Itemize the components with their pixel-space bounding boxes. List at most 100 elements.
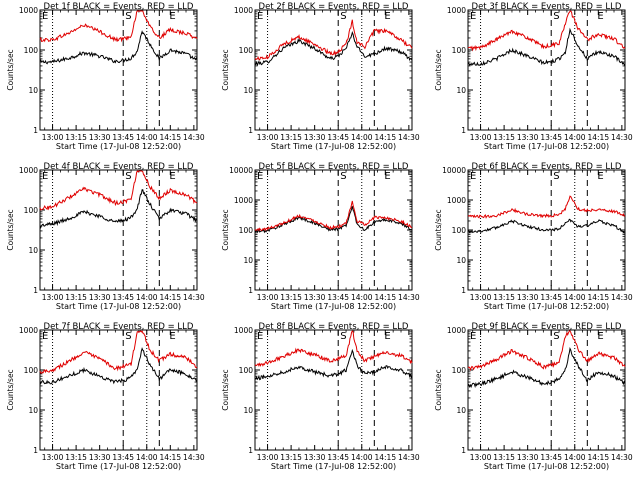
plot-frame xyxy=(39,329,198,451)
x-tick-label: 14:00 xyxy=(351,453,373,462)
marker-e-right: E xyxy=(169,331,175,342)
x-tick-label: 14:15 xyxy=(587,133,609,142)
panel-title: Det 4f BLACK = Events, RED = LLD xyxy=(44,162,194,172)
series-lld-line xyxy=(254,19,413,61)
plot-frame xyxy=(467,329,626,451)
marker-s: S xyxy=(125,331,131,342)
x-tick-label: 13:15 xyxy=(65,453,87,462)
x-tick-label: 13:15 xyxy=(65,293,87,302)
x-tick-label: 14:00 xyxy=(136,453,158,462)
series-lld-line xyxy=(467,330,626,372)
x-tick-label: 13:30 xyxy=(304,293,326,302)
x-tick-label: 13:00 xyxy=(42,293,64,302)
y-tick-label: 1000 xyxy=(234,326,253,335)
x-tick-label: 14:00 xyxy=(351,293,373,302)
panel-title: Det 9f BLACK = Events, RED = LLD xyxy=(472,322,622,332)
x-tick-label: 14:15 xyxy=(587,453,609,462)
y-tick-label: 1 xyxy=(461,286,466,295)
marker-e-right: E xyxy=(597,11,603,22)
x-tick-label: 14:30 xyxy=(183,293,205,302)
x-tick-label: 13:00 xyxy=(42,133,64,142)
y-axis-label: Counts/sec xyxy=(221,209,230,250)
y-axis-label: Counts/sec xyxy=(434,369,443,410)
series-lld-line xyxy=(39,10,198,43)
x-tick-label: 13:30 xyxy=(517,293,539,302)
y-axis-label: Counts/sec xyxy=(6,209,15,250)
x-axis-label: Start Time (17-Jul-08 12:52:00) xyxy=(484,302,609,311)
x-axis-label: Start Time (17-Jul-08 12:52:00) xyxy=(56,142,181,151)
x-axis-label: Start Time (17-Jul-08 12:52:00) xyxy=(271,462,396,471)
y-tick-label: 1000 xyxy=(447,326,466,335)
series-events-line xyxy=(39,347,198,385)
x-tick-label: 13:00 xyxy=(470,293,492,302)
x-tick-label: 13:30 xyxy=(517,453,539,462)
series-events-line xyxy=(254,30,413,67)
y-axis-label: Counts/sec xyxy=(434,49,443,90)
x-tick-label: 14:00 xyxy=(564,293,586,302)
marker-e-left: E xyxy=(470,171,476,182)
x-tick-label: 13:15 xyxy=(65,133,87,142)
x-tick-label: 13:00 xyxy=(257,293,279,302)
y-tick-label: 10 xyxy=(243,86,253,95)
x-tick-label: 14:15 xyxy=(159,453,181,462)
y-tick-label: 1 xyxy=(461,446,466,455)
x-tick-label: 13:00 xyxy=(470,133,492,142)
x-tick-label: 14:15 xyxy=(159,133,181,142)
marker-s: S xyxy=(340,171,346,182)
y-tick-label: 10000 xyxy=(442,166,466,175)
series-lld-line xyxy=(254,200,413,232)
series-events-line xyxy=(467,27,626,67)
y-tick-label: 100 xyxy=(452,226,467,235)
y-tick-label: 1 xyxy=(33,126,38,135)
y-tick-label: 1 xyxy=(33,286,38,295)
panel-title: Det 5f BLACK = Events, RED = LLD xyxy=(259,162,409,172)
x-tick-label: 14:00 xyxy=(136,133,158,142)
x-tick-label: 14:15 xyxy=(374,453,396,462)
x-tick-label: 13:45 xyxy=(540,453,562,462)
x-tick-label: 13:45 xyxy=(327,293,349,302)
x-tick-label: 13:30 xyxy=(89,293,111,302)
x-tick-label: 13:45 xyxy=(540,133,562,142)
x-tick-label: 13:00 xyxy=(470,453,492,462)
x-tick-label: 14:15 xyxy=(374,133,396,142)
marker-s: S xyxy=(553,331,559,342)
series-events-line xyxy=(254,348,413,381)
x-tick-label: 13:45 xyxy=(112,453,134,462)
plot-frame xyxy=(467,9,626,131)
marker-s: S xyxy=(125,171,131,182)
y-tick-label: 1000 xyxy=(447,196,466,205)
x-tick-label: 13:45 xyxy=(327,133,349,142)
panel-title: Det 6f BLACK = Events, RED = LLD xyxy=(472,162,622,172)
x-tick-label: 14:00 xyxy=(564,133,586,142)
panel-title: Det 8f BLACK = Events, RED = LLD xyxy=(259,322,409,332)
y-tick-label: 100 xyxy=(239,226,254,235)
y-tick-label: 100 xyxy=(239,366,254,375)
x-tick-label: 13:15 xyxy=(493,453,515,462)
marker-e-left: E xyxy=(42,11,48,22)
x-tick-label: 14:15 xyxy=(587,293,609,302)
x-tick-label: 13:15 xyxy=(493,133,515,142)
y-axis-label: Counts/sec xyxy=(434,209,443,250)
x-tick-label: 14:00 xyxy=(564,453,586,462)
y-tick-label: 100 xyxy=(24,206,39,215)
y-tick-label: 1000 xyxy=(19,166,38,175)
x-axis-label: Start Time (17-Jul-08 12:52:00) xyxy=(56,462,181,471)
x-tick-label: 13:15 xyxy=(280,293,302,302)
x-tick-label: 13:15 xyxy=(280,453,302,462)
x-tick-label: 14:30 xyxy=(611,293,633,302)
marker-e-right: E xyxy=(597,331,603,342)
x-tick-label: 14:00 xyxy=(351,133,373,142)
x-tick-label: 13:30 xyxy=(89,133,111,142)
series-events-line xyxy=(467,346,626,389)
panel-title: Det 1f BLACK = Events, RED = LLD xyxy=(44,2,194,12)
y-tick-label: 10 xyxy=(243,406,253,415)
plot-frame xyxy=(39,169,198,291)
panel-title: Det 7f BLACK = Events, RED = LLD xyxy=(44,322,194,332)
marker-s: S xyxy=(340,11,346,22)
y-tick-label: 10000 xyxy=(229,166,253,175)
y-tick-label: 10 xyxy=(456,256,466,265)
y-axis-label: Counts/sec xyxy=(221,369,230,410)
series-lld-line xyxy=(467,195,626,219)
y-tick-label: 1000 xyxy=(234,196,253,205)
x-tick-label: 14:30 xyxy=(611,133,633,142)
